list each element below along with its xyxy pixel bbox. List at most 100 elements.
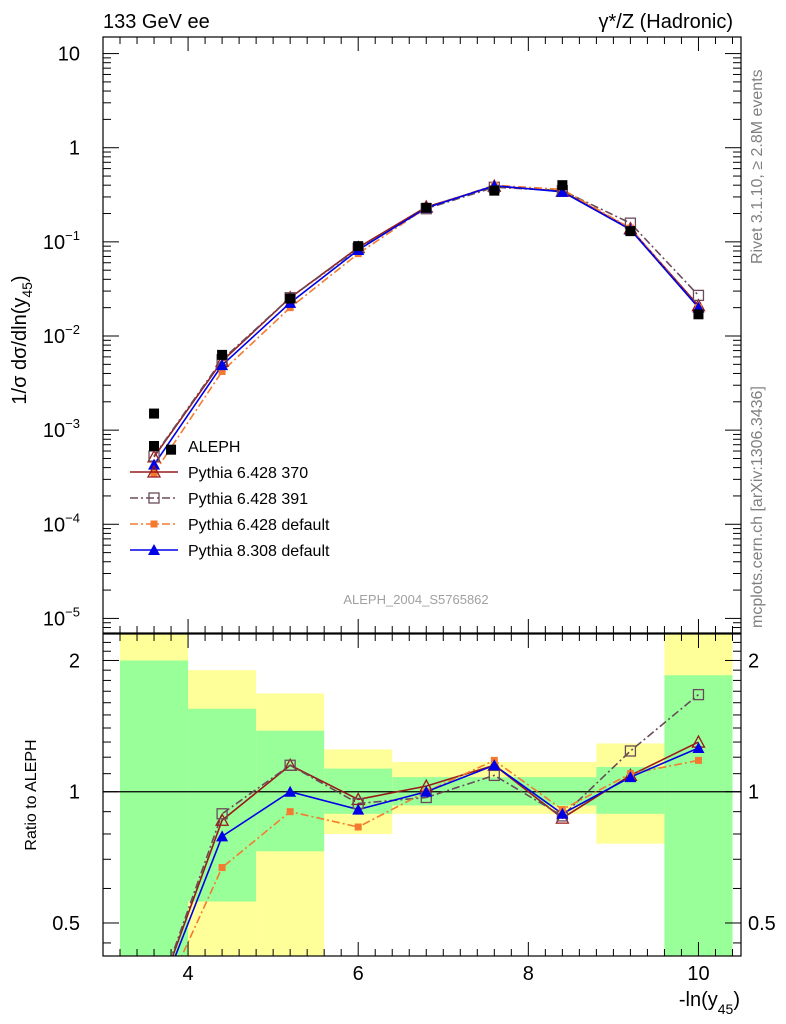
ratio-point-p391-2 [284,759,296,771]
ratio-series-group [170,688,706,956]
ratio-point-p8def-4 [420,785,433,797]
plot-frames [102,36,742,957]
legend-label-p6def: Pythia 6.428 default [188,517,330,534]
main-ytick-base: 10 [43,514,65,536]
main-point-ALEPH-4 [353,241,364,252]
main-ytick-exp: −3 [65,416,80,431]
legend-marker-ALEPH [149,441,159,451]
main-ytick-base: 10 [43,232,65,254]
ratio-point-p391-7 [624,745,637,757]
x-tick-label-8: 8 [523,963,534,985]
ratio-point-p391-1 [216,808,228,820]
main-ytick-label: 10−1 [43,228,80,254]
legend-marker-p370 [146,464,162,478]
ratio-line-p391 [170,693,699,956]
x-tick-label-10: 10 [687,963,709,985]
inner-band-6 [664,675,733,956]
ratio-point-p8def-3 [352,803,365,815]
analysis-watermark: ALEPH_2004_S5765862 [343,592,488,607]
x-axis-label-sub: 45 [718,1001,734,1017]
main-ytick-exp: −1 [65,228,80,243]
ratio-point-p8def-8 [692,741,705,753]
ratio-point-p370-1 [214,812,230,826]
main-frame [102,36,742,634]
ratio-point-p8def-1 [216,830,229,842]
main-ytick-label: 1 [69,138,80,160]
main-ytick-label: 10−5 [43,604,80,630]
main-ylabel: 1/σ dσ/dln(y45) [9,275,35,404]
inner-band-1 [188,708,257,902]
main-point-p8def-6 [556,185,569,197]
main-line-p370 [153,185,700,458]
main-ytick-base: 1 [69,138,80,160]
main-ytick-label: 10−4 [43,510,80,536]
main-point-ALEPH-6 [489,185,500,196]
ratio-point-p8def-6 [556,807,569,819]
mcplots-label: mcplots.cern.ch [arXiv:1306.3436] [749,386,766,628]
main-ytick-exp: −4 [65,510,80,525]
main-point-ALEPH-3 [285,293,296,304]
main-ylabel-sub: 45 [19,282,35,298]
main-point-ALEPH-8 [625,226,636,237]
ratio-point-p6def-8 [694,756,702,764]
main-ytick-exp: −2 [65,322,80,337]
legend-marker-p6def [150,520,158,528]
legend: ALEPH Pythia 6.428 370 Pythia 6.428 391 Pyt… [130,439,330,560]
ratio-ytick-label-left: 2 [69,650,80,672]
main-ytick-label: 10 [58,44,80,66]
legend-label-p391: Pythia 6.428 391 [188,491,308,508]
legend-label-ALEPH: ALEPH [188,439,240,456]
ratio-ytick-label-right: 2 [748,650,759,672]
main-line-p391 [153,186,700,457]
ratio-point-p6def-2 [286,808,294,816]
chart-title-right: γ*/Z (Hadronic) [599,11,733,33]
ratio-point-p8def-5 [488,759,501,771]
main-point-p6def-1 [218,367,226,375]
legend-marker-p8def [148,544,160,555]
rivet-version-label: Rivet 3.1.10, ≥ 2.8M events [749,69,766,264]
main-point-ALEPH-9 [693,309,704,320]
main-ytick-base: 10 [43,608,65,630]
main-ytick-base: 10 [43,326,65,348]
ratio-ytick-label-right: 1 [748,782,759,804]
ratio-ylabel: Ratio to ALEPH [23,739,40,850]
main-point-ALEPH-7 [557,180,568,191]
ratio-point-p6def-1 [218,864,226,872]
main-series-group [146,178,706,477]
ratio-ytick-label-left: 0.5 [52,913,80,935]
ratio-ytick-label-left: 1 [69,782,80,804]
inner-band-0 [120,660,189,956]
legend-label-p8def: Pythia 8.308 default [188,543,330,560]
main-point-p6def-0 [150,469,158,477]
main-point-p391-8 [692,289,705,302]
main-point-p8def-1 [216,359,229,371]
chart-title-left: 133 GeV ee [103,11,210,33]
main-point-p8def-0 [148,458,161,470]
main-ytick-label: 10−3 [43,416,80,442]
legend-marker-p391 [148,492,160,504]
main-ytick-base: 10 [43,420,65,442]
main-ytick-exp: −5 [65,604,80,619]
main-ytick-base: 10 [58,44,80,66]
main-ylabel-text: 1/σ dσ/dln(y [9,298,31,405]
main-point-ALEPH-2 [217,349,228,360]
x-axis-label-close: ) [733,989,740,1011]
ratio-ytick-label-right: 0.5 [748,913,776,935]
ratio-frame [102,633,742,957]
main-point-ALEPH-0 [149,408,160,419]
main-point-ALEPH-1 [166,444,177,455]
ratio-point-p6def-3 [354,823,362,831]
main-point-ALEPH-5 [421,202,432,213]
legend-label-p370: Pythia 6.428 370 [188,465,308,482]
ratio-point-p8def-2 [284,785,297,797]
x-axis-label-text: -ln(y [679,989,718,1011]
ratio-point-p391-8 [692,688,705,701]
main-line-p6def [153,184,700,474]
ratio-point-p391-5 [488,769,500,782]
main-ylabel-close: ) [9,275,31,282]
x-tick-label-6: 6 [353,963,364,985]
x-tick-label-4: 4 [183,963,194,985]
ratio-point-p8def-7 [624,771,637,783]
